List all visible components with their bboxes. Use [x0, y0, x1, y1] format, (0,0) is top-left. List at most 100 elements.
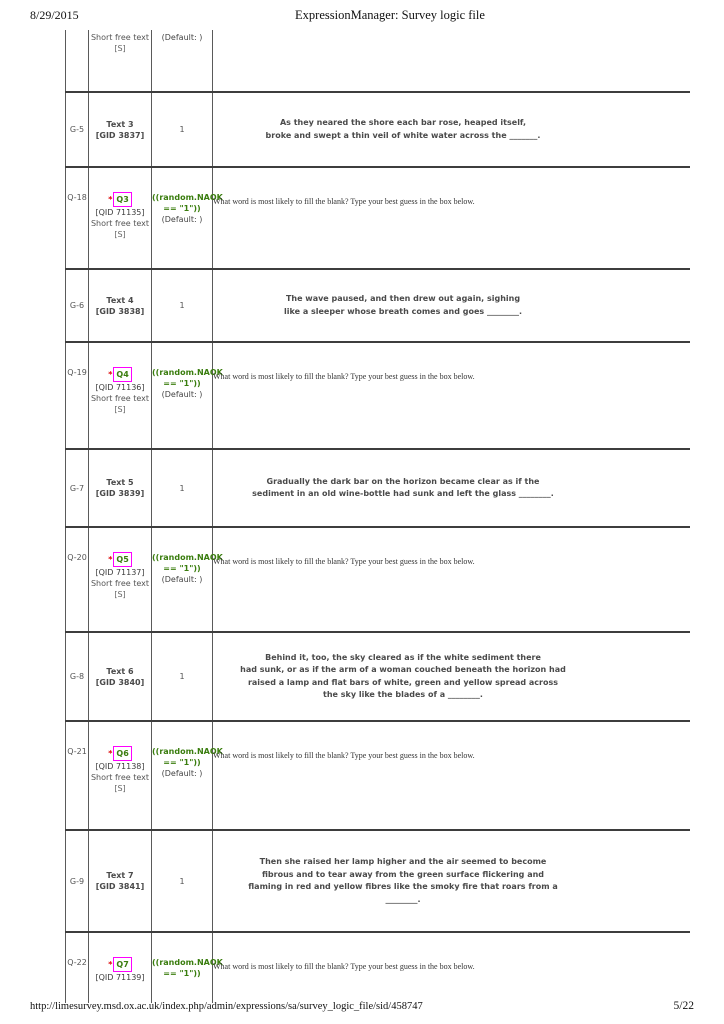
relevance-cell: 1: [152, 450, 213, 526]
mandatory-star: *: [108, 960, 113, 969]
group-gid: [GID 3837]: [95, 130, 145, 140]
page-title: ExpressionManager: Survey logic file: [295, 8, 485, 22]
table-row-group: G-6 Text 4 [GID 3838] 1 The wave paused,…: [65, 270, 690, 343]
print-date: 8/29/2015: [30, 8, 79, 22]
group-info-cell: Text 7 [GID 3841]: [89, 831, 152, 931]
group-gid: [GID 3840]: [95, 677, 145, 687]
group-id: G-8: [69, 672, 85, 681]
group-gid: [GID 3839]: [95, 489, 145, 498]
question-code-line: * Q5: [89, 552, 151, 567]
relevance-value: 1: [179, 301, 185, 310]
relevance-expression: ((random.NAOK == "1")): [152, 368, 223, 388]
question-text-cell: What word is most likely to fill the bla…: [213, 722, 690, 829]
table-row-group: G-9 Text 7 [GID 3841] 1 Then she raised …: [65, 831, 690, 933]
table-row-group: G-8 Text 6 [GID 3840] 1 Behind it, too, …: [65, 633, 690, 722]
group-info-cell: Text 3 [GID 3837]: [89, 93, 152, 166]
survey-logic-table: Short free text [S] (Default: ) G-5 Text…: [65, 30, 690, 1003]
footer-url: http://limesurvey.msd.ox.ac.uk/index.php…: [30, 1001, 423, 1012]
question-text-cell: Gradually the dark bar on the horizon be…: [213, 450, 690, 526]
question-code: Q6: [113, 746, 132, 761]
question-text: What word is most likely to fill the bla…: [213, 751, 475, 760]
table-row-question: Q-20 * Q5 [QID 71137] Short free text [S]…: [65, 528, 690, 633]
relevance-value: 1: [179, 672, 185, 681]
question-info-cell: Short free text [S]: [89, 30, 152, 91]
group-info-cell: Text 6 [GID 3840]: [89, 633, 152, 720]
question-code-line: * Q3: [89, 192, 151, 207]
question-text-cell: Then she raised her lamp higher and the …: [213, 831, 690, 931]
group-name: Text 7: [106, 871, 134, 880]
question-subtype: [S]: [114, 590, 126, 599]
question-code: Q5: [113, 552, 132, 567]
group-id: G-7: [69, 483, 85, 493]
question-text: What word is most likely to fill the bla…: [213, 372, 475, 381]
row-id-cell: Q-20: [65, 528, 89, 631]
row-id-cell: G-6: [65, 270, 89, 341]
question-subtype: [S]: [114, 405, 126, 414]
relevance-default: (Default: ): [161, 390, 203, 399]
mandatory-star: *: [108, 370, 113, 379]
relevance-expression: ((random.NAOK == "1")): [152, 958, 223, 978]
question-code-line: * Q6: [89, 746, 151, 761]
group-text: As they neared the shore each bar rose, …: [265, 118, 541, 140]
group-gid: [GID 3838]: [95, 306, 145, 316]
question-subtype: [S]: [114, 784, 126, 793]
group-text: Then she raised her lamp higher and the …: [248, 857, 558, 904]
mandatory-star: *: [108, 749, 113, 758]
relevance-default: (Default: ): [161, 769, 203, 778]
question-qid: [QID 71139]: [95, 973, 145, 982]
question-row-id: Q-19: [67, 368, 87, 377]
question-text-cell: What word is most likely to fill the bla…: [213, 933, 690, 1003]
relevance-value: 1: [179, 125, 185, 134]
question-text: What word is most likely to fill the bla…: [213, 197, 475, 206]
relevance-cell: ((random.NAOK == "1")) (Default: ): [152, 528, 223, 631]
question-code: Q3: [113, 192, 132, 207]
group-info-cell: Text 4 [GID 3838]: [89, 270, 152, 341]
question-code: Q4: [113, 367, 132, 382]
relevance-cell: ((random.NAOK == "1")): [152, 933, 223, 1003]
question-info-cell: * Q6 [QID 71138] Short free text [S]: [89, 722, 152, 829]
row-id-cell: Q-22: [65, 933, 89, 1003]
relevance-cell: 1: [152, 270, 213, 341]
question-code-line: * Q4: [89, 367, 151, 382]
question-code: Q7: [113, 957, 132, 972]
question-type: Short free text: [90, 219, 150, 228]
row-id-cell: G-9: [65, 831, 89, 931]
row-id-cell: G-8: [65, 633, 89, 720]
question-text-cell: The wave paused, and then drew out again…: [213, 270, 690, 341]
question-qid: [QID 71135]: [95, 208, 145, 217]
question-type: Short free text: [90, 773, 150, 782]
relevance-value: 1: [179, 876, 185, 886]
question-info-cell: * Q7 [QID 71139]: [89, 933, 152, 1003]
question-type: Short free text: [90, 33, 150, 42]
question-qid: [QID 71136]: [95, 383, 145, 392]
question-text-cell: [213, 30, 690, 91]
group-id: G-5: [69, 125, 85, 134]
table-row-question: Q-18 * Q3 [QID 71135] Short free text [S]…: [65, 168, 690, 270]
row-id-cell: G-5: [65, 93, 89, 166]
question-info-cell: * Q4 [QID 71136] Short free text [S]: [89, 343, 152, 448]
question-text-cell: What word is most likely to fill the bla…: [213, 343, 690, 448]
table-row-question: Q-21 * Q6 [QID 71138] Short free text [S]…: [65, 722, 690, 831]
question-qid: [QID 71138]: [95, 762, 145, 771]
footer-page-number: 5/22: [673, 1000, 694, 1012]
row-id-cell: G-7: [65, 450, 89, 526]
group-id: G-9: [69, 876, 85, 886]
table-row-partial: Short free text [S] (Default: ): [65, 30, 690, 93]
relevance-cell: ((random.NAOK == "1")) (Default: ): [152, 343, 223, 448]
question-row-id: Q-20: [67, 553, 87, 562]
group-text: Gradually the dark bar on the horizon be…: [252, 476, 554, 499]
relevance-default: (Default: ): [161, 215, 203, 224]
question-type: Short free text: [90, 579, 150, 588]
relevance-expression: ((random.NAOK == "1")): [152, 193, 223, 213]
question-subtype: [S]: [114, 230, 126, 239]
table-row-group: G-7 Text 5 [GID 3839] 1 Gradually the da…: [65, 450, 690, 528]
group-info-cell: Text 5 [GID 3839]: [89, 450, 152, 526]
question-type: Short free text: [90, 394, 150, 403]
relevance-value: 1: [179, 483, 185, 493]
table-row-question: Q-22 * Q7 [QID 71139] ((random.NAOK == "1…: [65, 933, 690, 1003]
row-id-cell: Q-18: [65, 168, 89, 268]
question-info-cell: * Q5 [QID 71137] Short free text [S]: [89, 528, 152, 631]
relevance-expression: ((random.NAOK == "1")): [152, 747, 223, 767]
relevance-cell: ((random.NAOK == "1")) (Default: ): [152, 722, 223, 829]
group-name: Text 6: [106, 666, 134, 676]
